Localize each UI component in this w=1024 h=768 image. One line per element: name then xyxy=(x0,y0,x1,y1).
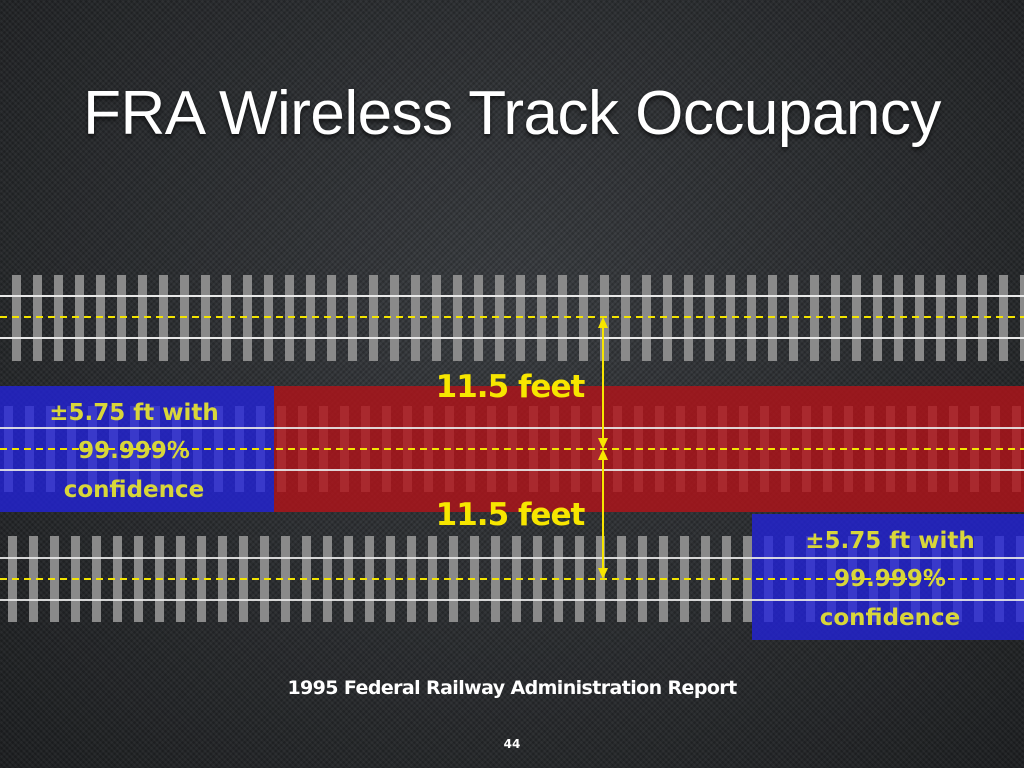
railroad-tie xyxy=(113,536,122,622)
track-middle xyxy=(0,427,1024,471)
railroad-tie xyxy=(327,275,336,361)
confidence-label-line: confidence xyxy=(820,605,961,631)
railroad-tie xyxy=(663,275,672,361)
confidence-label-line: confidence xyxy=(64,477,205,503)
railroad-tie xyxy=(617,536,626,622)
railroad-tie xyxy=(747,275,756,361)
uncertainty-zone-right xyxy=(752,514,1024,640)
railroad-tie xyxy=(978,275,987,361)
railroad-tie xyxy=(558,275,567,361)
railroad-tie xyxy=(915,275,924,361)
railroad-tie xyxy=(810,275,819,361)
railroad-tie xyxy=(222,275,231,361)
confidence-label-right: ±5.75 ft with 99.999% confidence xyxy=(805,528,975,631)
railroad-tie xyxy=(894,275,903,361)
railroad-tie xyxy=(243,275,252,361)
spacing-label-upper: 11.5 feet xyxy=(436,369,586,405)
railroad-tie xyxy=(449,536,458,622)
railroad-tie xyxy=(474,275,483,361)
railroad-tie xyxy=(579,275,588,361)
confidence-label-line: ±5.75 ft with xyxy=(805,528,975,554)
railroad-tie xyxy=(138,275,147,361)
slide-title: FRA Wireless Track Occupancy xyxy=(83,79,941,148)
source-note: 1995 Federal Railway Administration Repo… xyxy=(287,677,737,699)
spacing-label-lower: 11.5 feet xyxy=(436,497,586,533)
railroad-tie xyxy=(831,275,840,361)
measure-arrow-upper xyxy=(598,317,608,449)
page-number: 44 xyxy=(503,737,521,751)
railroad-tie xyxy=(642,275,651,361)
railroad-tie xyxy=(495,275,504,361)
railroad-tie xyxy=(999,275,1008,361)
railroad-tie xyxy=(29,536,38,622)
railroad-tie xyxy=(159,275,168,361)
railroad-tie xyxy=(726,275,735,361)
railroad-tie xyxy=(701,536,710,622)
railroad-tie xyxy=(197,536,206,622)
measure-arrow-lower xyxy=(598,449,608,579)
railroad-tie xyxy=(54,275,63,361)
track-top xyxy=(0,295,1024,339)
railroad-tie xyxy=(411,275,420,361)
track-bottom xyxy=(0,557,1024,601)
railroad-tie xyxy=(533,536,542,622)
railroad-tie xyxy=(365,536,374,622)
railroad-tie xyxy=(75,275,84,361)
confidence-label-line: ±5.75 ft with xyxy=(49,400,219,426)
confidence-label-line: 99.999% xyxy=(834,566,946,592)
confidence-label-left: ±5.75 ft with 99.999% confidence xyxy=(49,400,219,503)
railroad-tie xyxy=(281,536,290,622)
confidence-label-line: 99.999% xyxy=(78,438,190,464)
railroad-tie xyxy=(306,275,315,361)
railroad-tie xyxy=(390,275,399,361)
